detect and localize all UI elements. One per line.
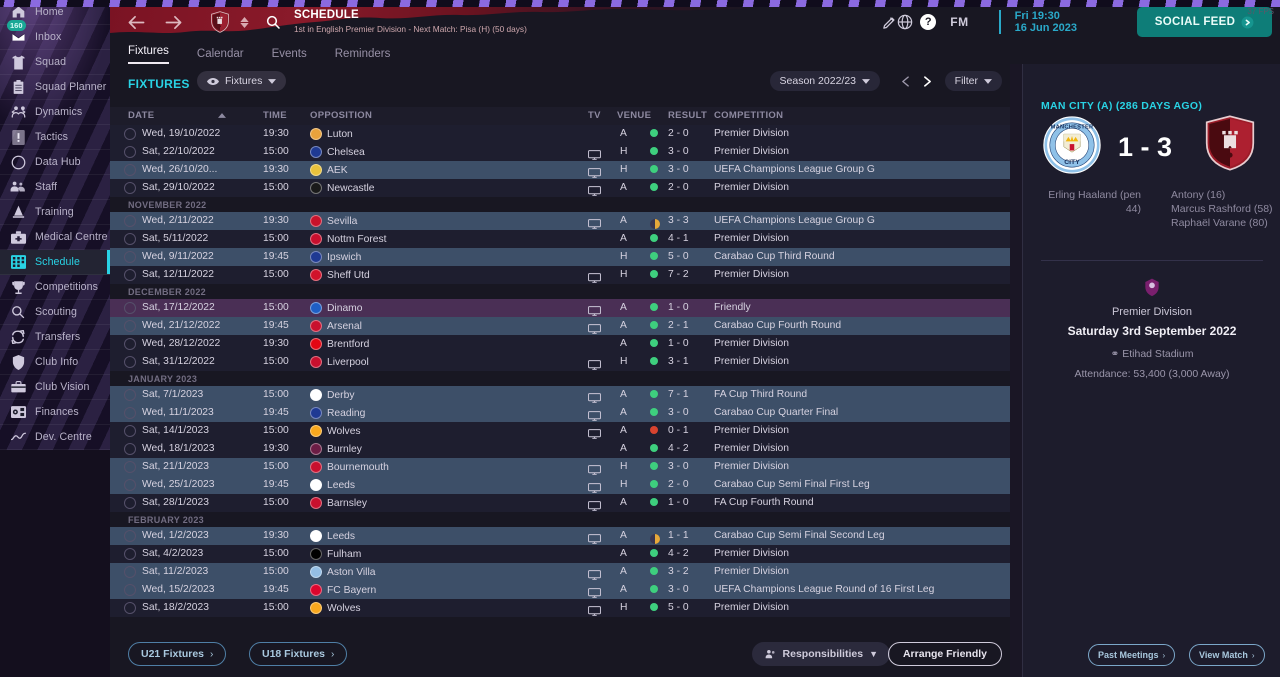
svg-text:CITY: CITY [1064,159,1080,166]
svg-text:MANCHESTER: MANCHESTER [1051,125,1094,131]
